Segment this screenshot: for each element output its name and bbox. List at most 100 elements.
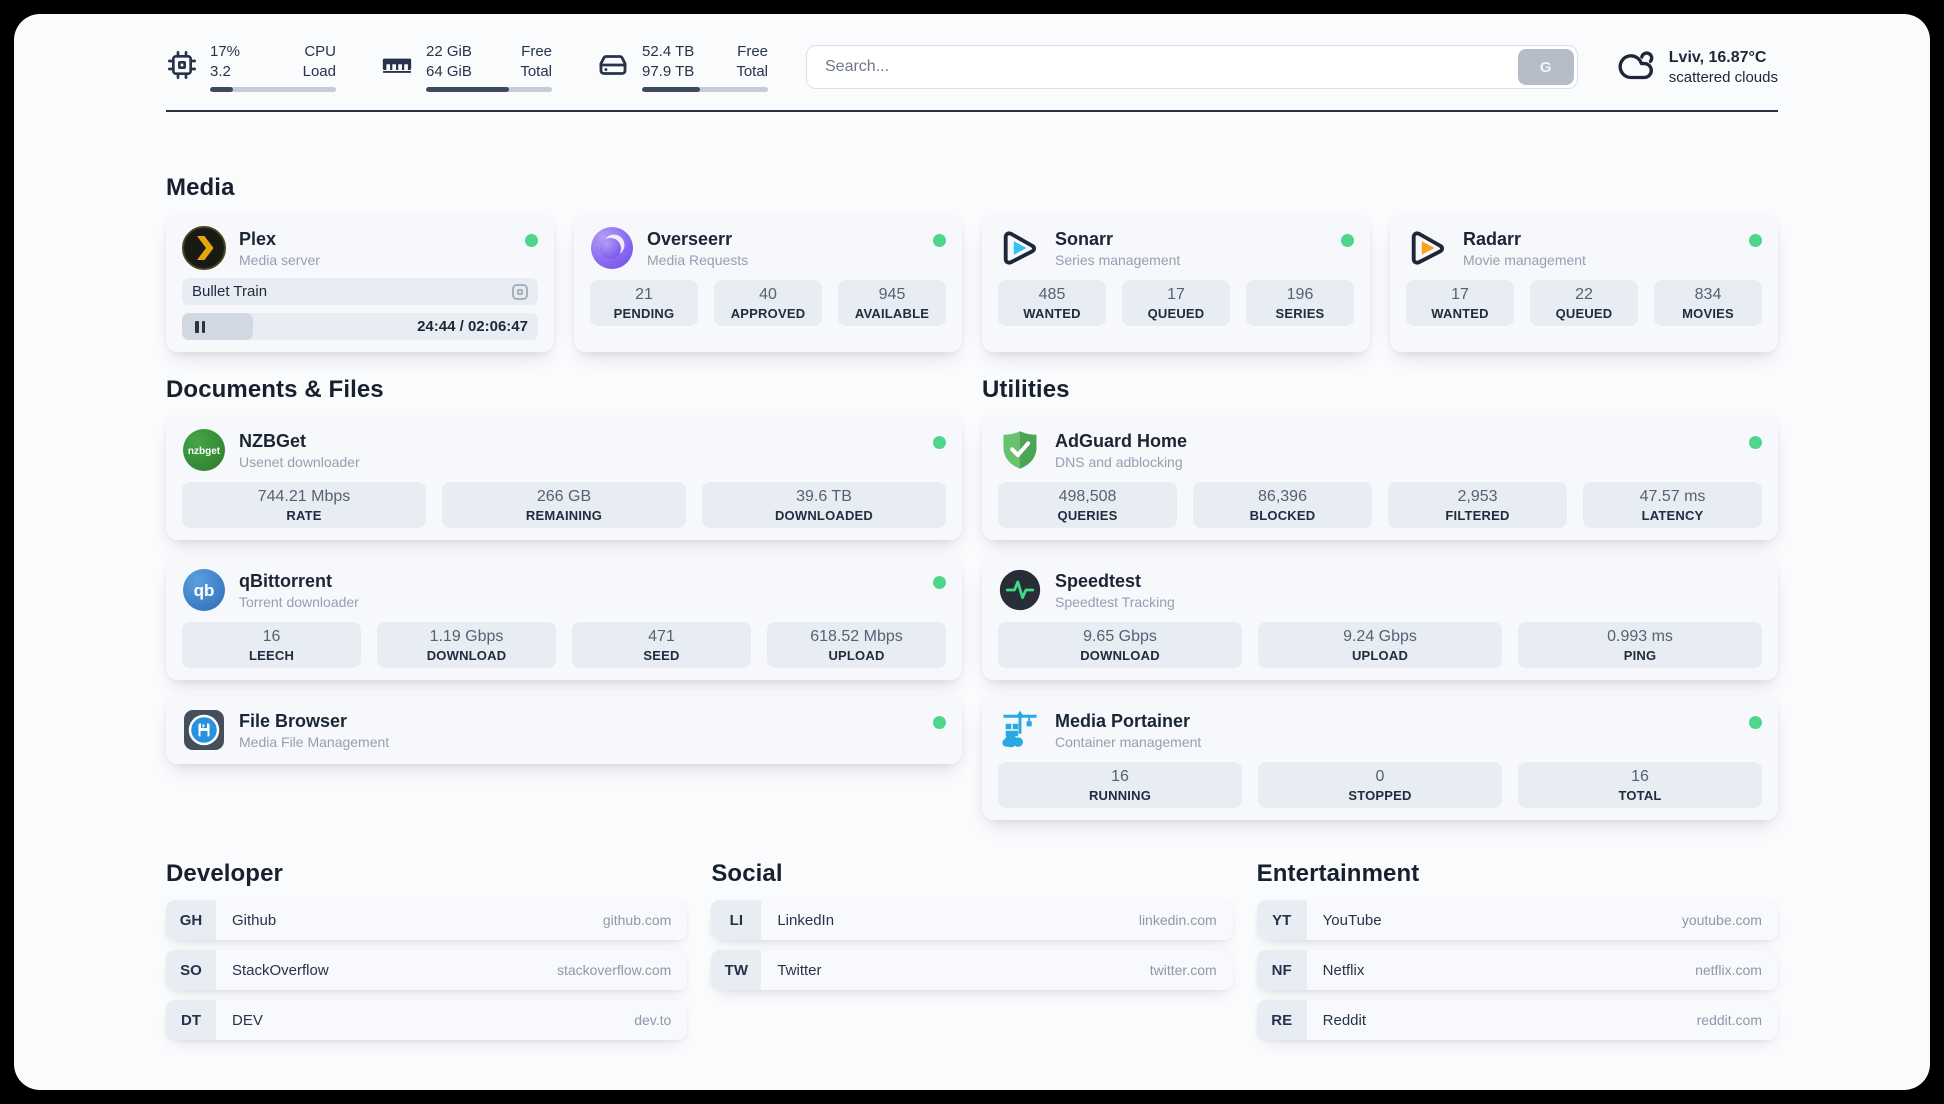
- dashboard-page: 17% 3.2 CPU Load 22 GiB 64 GiB Free Total: [14, 14, 1930, 1090]
- portainer-icon: [998, 708, 1042, 752]
- stat-box: 21 PENDING: [590, 280, 698, 326]
- status-dot: [1749, 436, 1762, 449]
- link-abbr: GH: [166, 900, 216, 940]
- app-card-radarr[interactable]: Radarr Movie management 17 WANTED 22 QUEUE…: [1390, 214, 1778, 352]
- stat-box: 16 RUNNING: [998, 762, 1242, 808]
- link-row-dev[interactable]: DT DEV dev.to: [166, 1000, 688, 1040]
- nzbget-icon: nzbget: [182, 428, 226, 472]
- pause-button[interactable]: [192, 320, 214, 333]
- system-stats: 17% 3.2 CPU Load 22 GiB 64 GiB Free Total: [166, 42, 768, 92]
- link-url: stackoverflow.com: [556, 962, 672, 978]
- app-subtitle: DNS and adblocking: [1055, 453, 1183, 470]
- stat-box: 9.24 Gbps UPLOAD: [1258, 622, 1502, 668]
- app-card-portainer[interactable]: Media Portainer Container management 16 R…: [982, 696, 1778, 820]
- stat-value: 40: [759, 285, 777, 303]
- weather-location: Lviv, 16.87°C: [1668, 48, 1767, 66]
- link-url: twitter.com: [1149, 962, 1217, 978]
- stat-label: LEECH: [248, 647, 295, 663]
- link-name: StackOverflow: [232, 961, 329, 979]
- link-row-netflix[interactable]: NF Netflix netflix.com: [1256, 950, 1778, 990]
- disk-stat-group: 52.4 TB 97.9 TB Free Total: [596, 42, 768, 92]
- disk-total-value: 97.9 TB: [642, 63, 695, 80]
- app-name: Media Portainer: [1055, 710, 1191, 731]
- playback-progress-fill: [182, 313, 254, 340]
- stat-label: QUEUED: [1147, 305, 1205, 321]
- stat-value: 2,953: [1457, 487, 1498, 505]
- link-row-stackoverflow[interactable]: SO StackOverflow stackoverflow.com: [166, 950, 688, 990]
- app-card-nzbget[interactable]: nzbget NZBGet Usenet downloader 744.21 M…: [166, 416, 962, 540]
- stat-label: SERIES: [1275, 305, 1325, 321]
- developer-section-title: Developer: [166, 860, 283, 887]
- link-abbr: LI: [711, 900, 762, 940]
- stat-box: 2,953 FILTERED: [1388, 482, 1567, 528]
- link-abbr: RE: [1256, 1000, 1307, 1040]
- weather-widget[interactable]: Lviv, 16.87°C scattered clouds: [1616, 45, 1778, 90]
- disk-icon: [596, 48, 630, 87]
- status-dot: [933, 716, 946, 729]
- stat-box: 618.52 Mbps UPLOAD: [767, 622, 946, 668]
- stat-value: 945: [878, 285, 906, 303]
- stat-value: 39.6 TB: [796, 487, 852, 505]
- app-subtitle: Media File Management: [239, 733, 390, 750]
- status-dot: [1749, 716, 1762, 729]
- playback-progress-row[interactable]: 24:44 / 02:06:47: [182, 313, 538, 340]
- cpu-label: CPU: [304, 43, 336, 61]
- link-abbr: SO: [166, 950, 216, 990]
- stat-value: 21: [635, 285, 653, 303]
- app-card-adguard[interactable]: AdGuard Home DNS and adblocking 498,508 Q…: [982, 416, 1778, 540]
- plex-icon: [182, 226, 226, 270]
- stat-value: 196: [1286, 285, 1314, 303]
- link-url: reddit.com: [1696, 1012, 1762, 1028]
- app-name: Plex: [239, 228, 277, 249]
- stat-value: 834: [1694, 285, 1722, 303]
- weather-condition: scattered clouds: [1668, 68, 1778, 86]
- link-url: github.com: [602, 912, 672, 928]
- link-row-reddit[interactable]: RE Reddit reddit.com: [1256, 1000, 1778, 1040]
- stat-value: 266 GB: [536, 487, 592, 505]
- social-section-title: Social: [711, 860, 783, 887]
- disk-progress-bar: [642, 86, 768, 92]
- media-section-title: Media: [166, 174, 235, 201]
- cpu-stat-group: 17% 3.2 CPU Load: [166, 42, 336, 92]
- stat-label: FILTERED: [1445, 507, 1510, 523]
- link-row-twitter[interactable]: TW Twitter twitter.com: [711, 950, 1233, 990]
- adguard-icon: [998, 428, 1042, 472]
- app-card-sonarr[interactable]: Sonarr Series management 485 WANTED 17 QUE…: [982, 214, 1370, 352]
- link-name: Reddit: [1322, 1011, 1367, 1029]
- link-abbr: YT: [1256, 900, 1307, 940]
- link-name: LinkedIn: [777, 911, 835, 929]
- stat-label: LATENCY: [1641, 507, 1704, 523]
- app-subtitle: Movie management: [1463, 251, 1586, 268]
- app-name: qBittorrent: [239, 570, 332, 591]
- app-name: Radarr: [1463, 228, 1522, 249]
- search-input[interactable]: [810, 58, 1518, 76]
- stat-box: 9.65 Gbps DOWNLOAD: [998, 622, 1242, 668]
- app-subtitle: Media Requests: [647, 251, 749, 268]
- stat-label: QUEUED: [1555, 305, 1613, 321]
- stat-label: DOWNLOAD: [426, 647, 507, 663]
- stat-box: 196 SERIES: [1246, 280, 1354, 326]
- search-engine-button[interactable]: G: [1517, 49, 1574, 85]
- link-url: dev.to: [634, 1012, 672, 1028]
- stat-box: 40 APPROVED: [714, 280, 822, 326]
- link-row-github[interactable]: GH Github github.com: [166, 900, 688, 940]
- app-card-plex[interactable]: Plex Media server Bullet Train 24:44 / 0…: [166, 214, 554, 352]
- memory-progress-bar: [426, 86, 552, 92]
- section-documents: Documents & Files nzbget NZBGet Usenet d…: [166, 376, 962, 764]
- app-card-qbittorrent[interactable]: qb qBittorrent Torrent downloader 16 LEEC…: [166, 556, 962, 680]
- stat-value: 86,396: [1258, 487, 1307, 505]
- media-type-icon: [512, 283, 528, 300]
- memory-free-label: Free: [521, 43, 552, 61]
- app-card-speedtest[interactable]: Speedtest Speedtest Tracking 9.65 Gbps DO…: [982, 556, 1778, 680]
- stat-box: 16 TOTAL: [1518, 762, 1762, 808]
- app-card-filebrowser[interactable]: File Browser Media File Management: [166, 696, 962, 764]
- svg-text:qb: qb: [194, 581, 215, 600]
- disk-free-value: 52.4 TB: [642, 43, 695, 61]
- stat-label: AVAILABLE: [854, 305, 930, 321]
- stat-label: DOWNLOAD: [1080, 647, 1160, 663]
- app-card-overseerr[interactable]: Overseerr Media Requests 21 PENDING 40 APP…: [574, 214, 962, 352]
- link-name: DEV: [232, 1011, 263, 1029]
- link-row-linkedin[interactable]: LI LinkedIn linkedin.com: [711, 900, 1233, 940]
- link-row-youtube[interactable]: YT YouTube youtube.com: [1256, 900, 1778, 940]
- app-name: Speedtest: [1055, 570, 1142, 591]
